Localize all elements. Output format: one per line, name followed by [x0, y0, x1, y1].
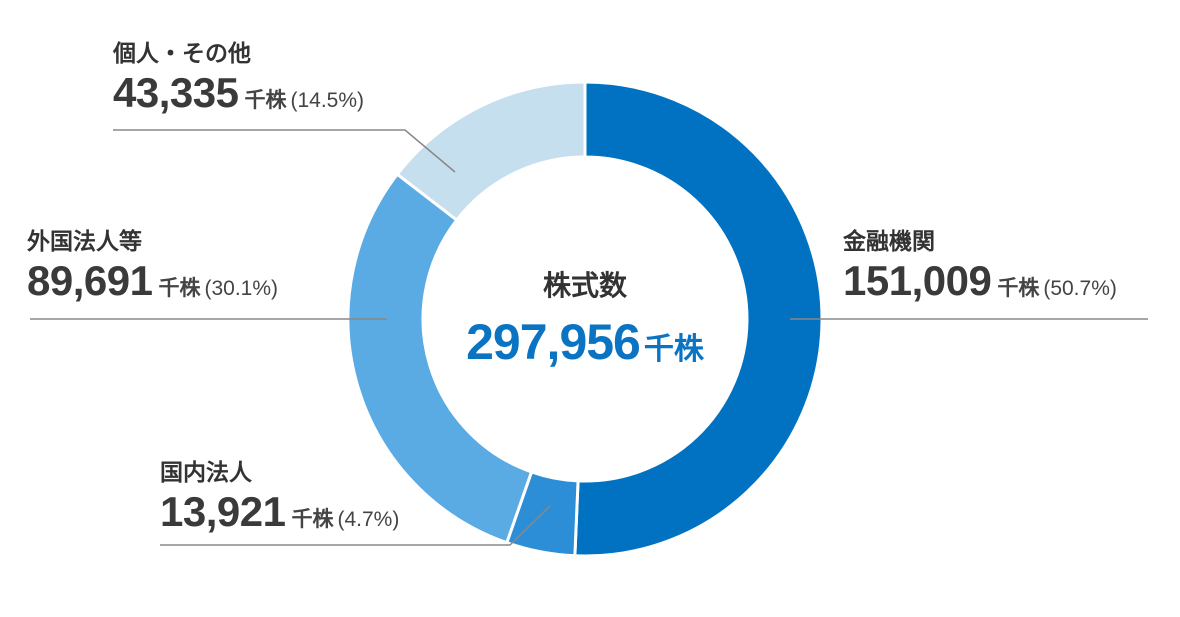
label-domestic-corporations-name: 国内法人: [160, 459, 252, 485]
leader-individuals: [113, 129, 456, 173]
slice-foreign-corporations: [346, 172, 534, 545]
center-title: 株式数: [542, 270, 627, 301]
leader-domestic-corporations: [160, 505, 551, 546]
center-total-unit: 千株: [643, 333, 704, 366]
label-individuals-name: 個人・その他: [113, 40, 251, 66]
label-domestic-corporations: 国内法人 13,921 千株 (4.7%): [160, 457, 399, 545]
label-financial-institutions-percent: (50.7%): [1043, 277, 1117, 300]
label-individuals-percent: (14.5%): [290, 89, 364, 112]
label-foreign-corporations-value: 89,691: [27, 257, 153, 304]
label-financial-institutions-unit: 千株: [997, 277, 1040, 300]
donut-center: 株式数 297,956 千株: [385, 268, 785, 383]
label-financial-institutions-value: 151,009: [843, 257, 992, 304]
label-domestic-corporations-value: 13,921: [160, 488, 286, 535]
slice-individuals: [395, 80, 587, 223]
label-domestic-corporations-unit: 千株: [291, 508, 334, 531]
label-financial-institutions-name: 金融機関: [843, 228, 935, 254]
label-foreign-corporations-name: 外国法人等: [27, 228, 142, 254]
label-individuals: 個人・その他 43,335 千株 (14.5%): [113, 38, 364, 126]
label-individuals-unit: 千株: [244, 89, 287, 112]
center-total-value: 297,956: [466, 314, 641, 370]
slice-financial-institutions: [573, 80, 824, 558]
label-foreign-corporations-unit: 千株: [158, 277, 201, 300]
label-foreign-corporations: 外国法人等 89,691 千株 (30.1%): [27, 226, 278, 314]
label-financial-institutions: 金融機関 151,009 千株 (50.7%): [843, 226, 1117, 314]
label-domestic-corporations-percent: (4.7%): [337, 508, 400, 531]
label-individuals-value: 43,335: [113, 69, 239, 116]
label-foreign-corporations-percent: (30.1%): [204, 277, 278, 300]
